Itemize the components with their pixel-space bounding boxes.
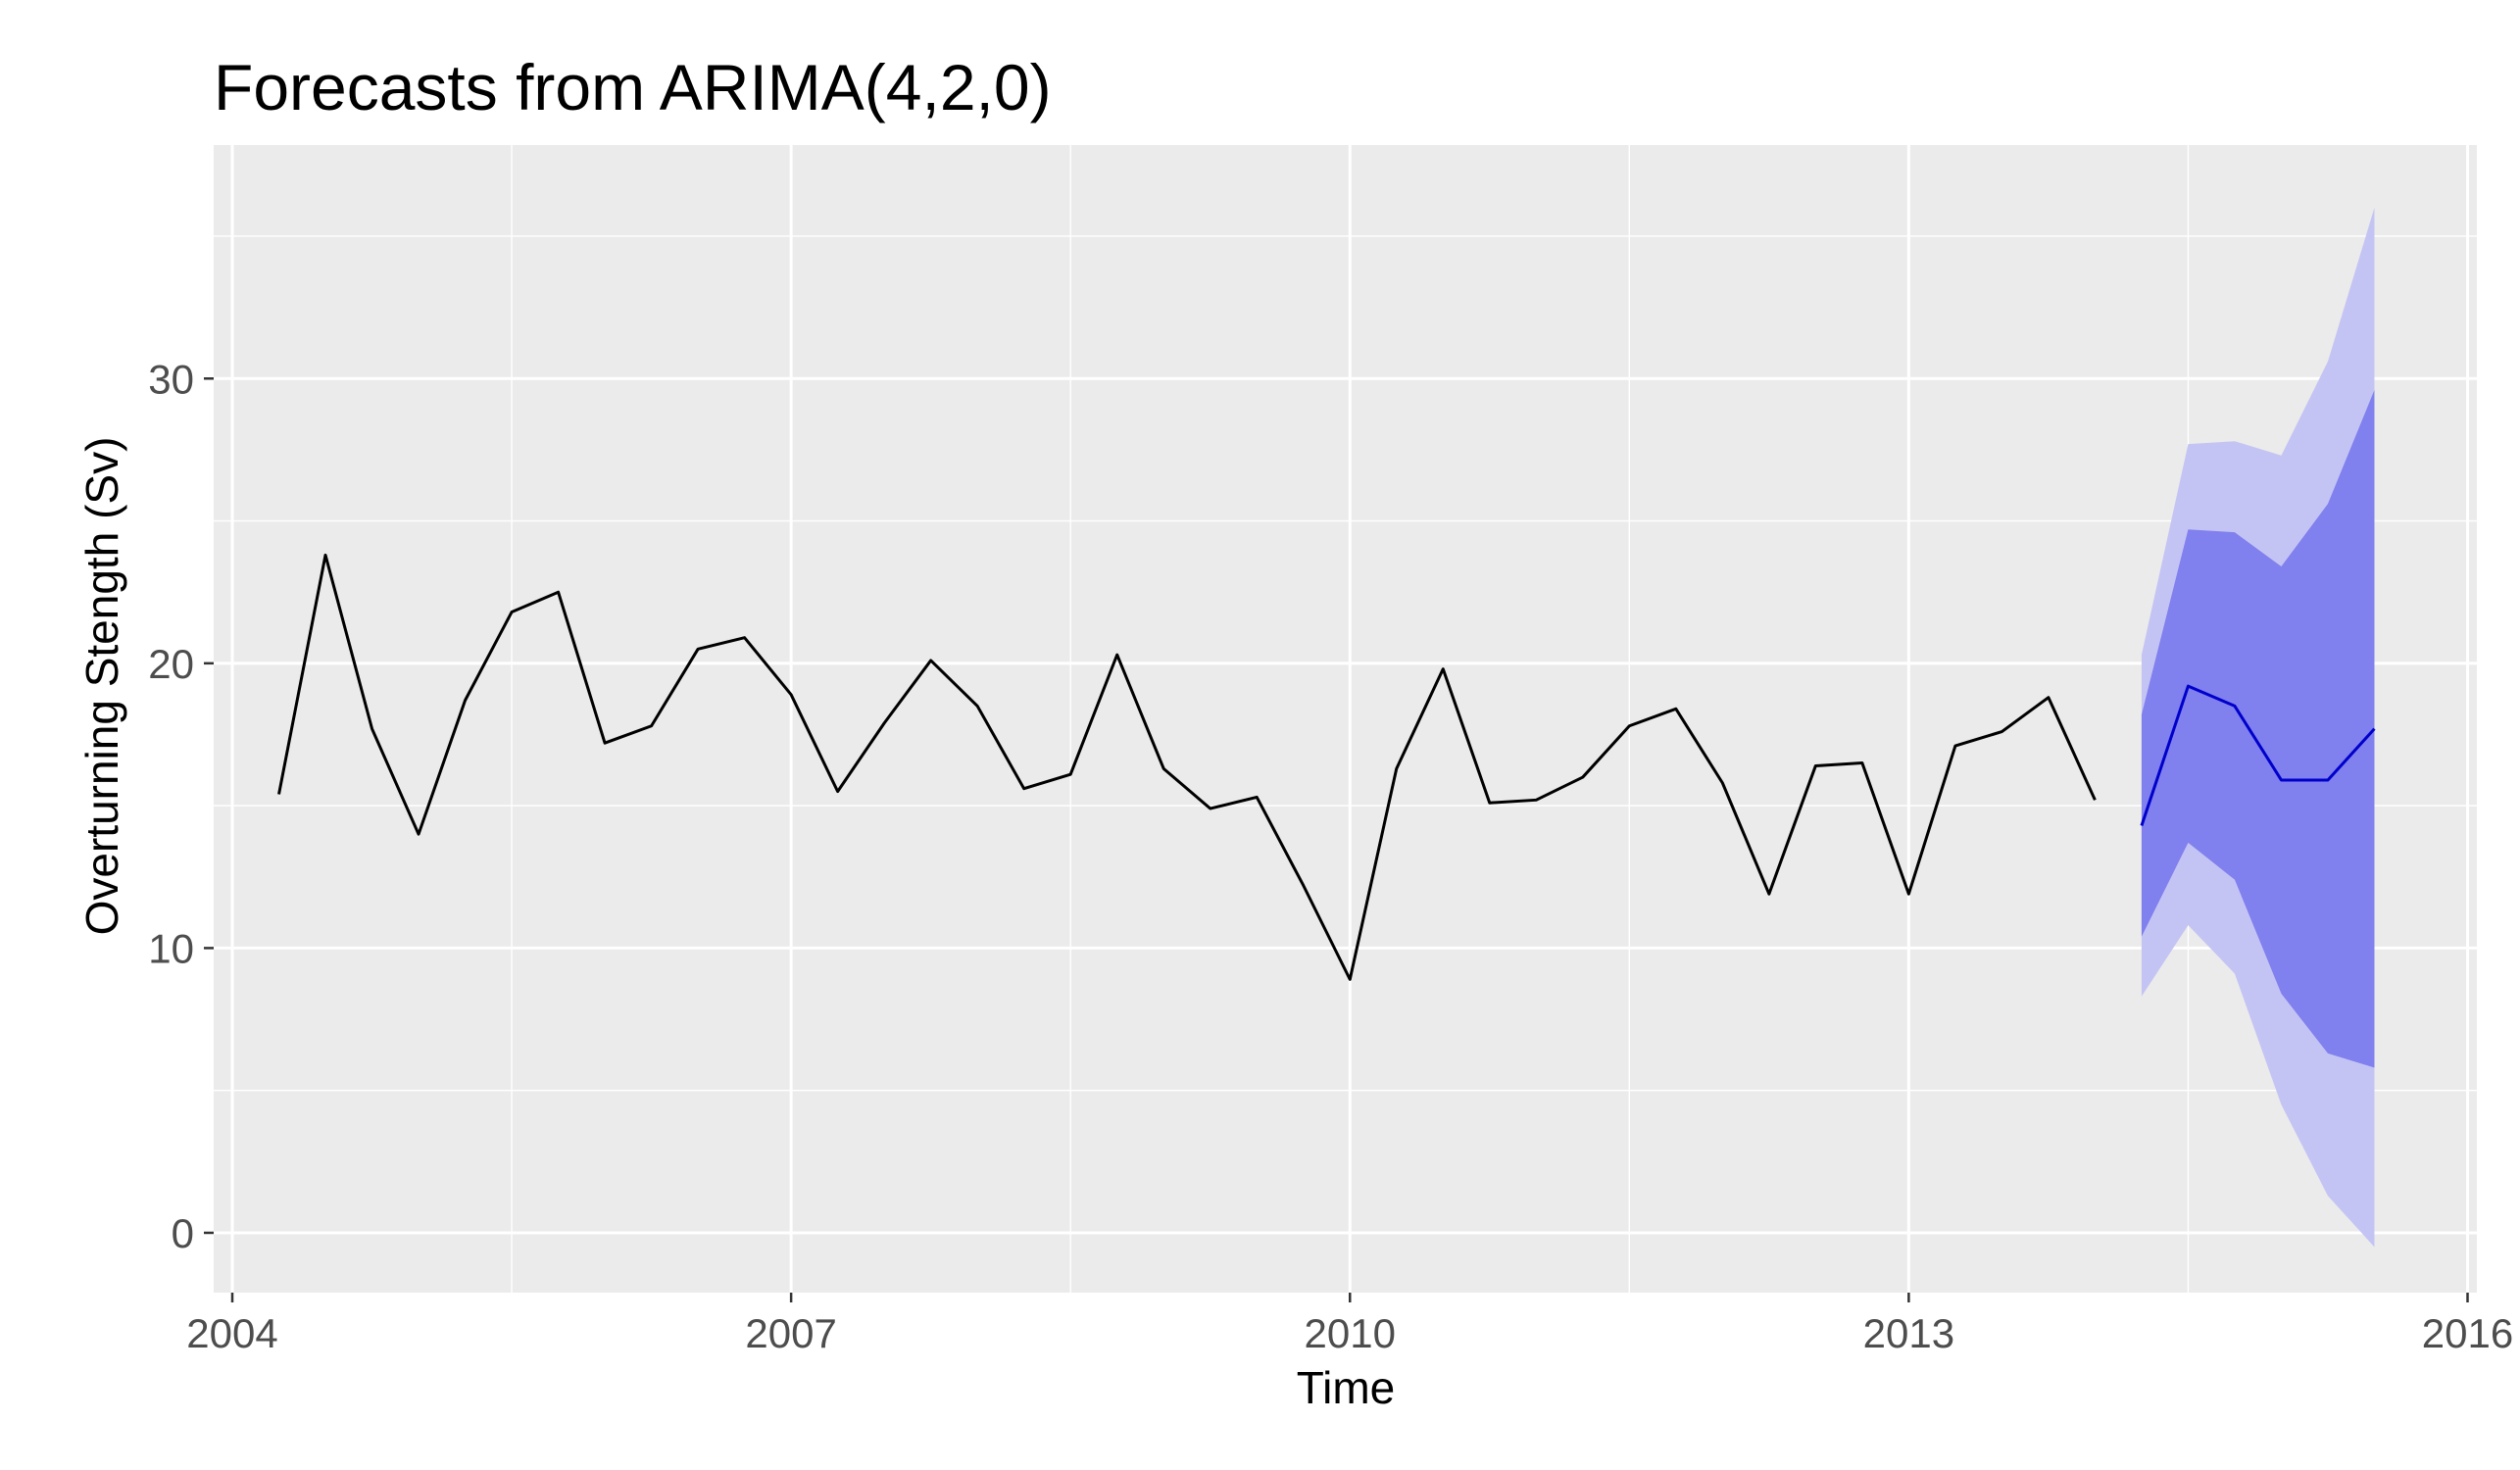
series-lines [277,553,2376,981]
tick-labels: 2004 2007 2010 2013 2016 0 10 20 30 [148,356,2513,1356]
prediction-intervals [2141,207,2375,1248]
y-tick-label: 0 [172,1210,194,1256]
major-gridlines [214,145,2477,1293]
x-tick-label: 2013 [1863,1310,1954,1356]
y-tick-label: 20 [148,641,194,687]
y-axis-title: Overturning Stength (Sv) [76,437,127,936]
band-80 [2141,389,2375,1068]
x-tick-label: 2004 [186,1310,277,1356]
minor-gridlines [214,145,2477,1293]
x-tick-label: 2007 [745,1310,836,1356]
observed-line [277,553,2097,981]
forecast-line [2140,684,2376,826]
chart-title: Forecasts from ARIMA(4,2,0) [214,51,1052,123]
axis-ticks [204,377,2469,1302]
x-tick-label: 2016 [2422,1310,2513,1356]
y-tick-label: 30 [148,356,194,402]
x-tick-label: 2010 [1305,1310,1396,1356]
y-tick-label: 10 [148,925,194,971]
plot-panel [214,145,2477,1293]
x-axis-title: Time [1297,1362,1396,1413]
